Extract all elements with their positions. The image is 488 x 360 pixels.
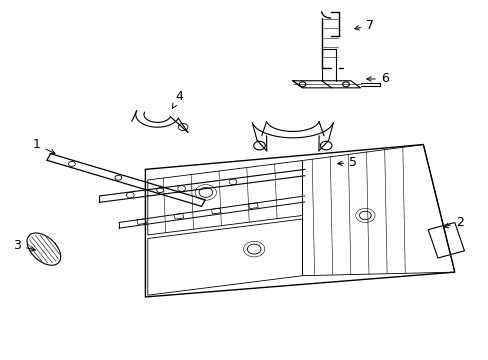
Text: 6: 6 <box>366 72 388 85</box>
Text: 1: 1 <box>33 138 55 153</box>
Text: 3: 3 <box>13 239 35 252</box>
Bar <box>248 203 258 209</box>
Text: 5: 5 <box>337 156 357 169</box>
Bar <box>174 213 183 219</box>
Text: 7: 7 <box>354 19 373 32</box>
Text: 2: 2 <box>443 216 463 229</box>
Bar <box>137 219 146 224</box>
Bar <box>211 208 221 214</box>
Text: 4: 4 <box>172 90 183 108</box>
